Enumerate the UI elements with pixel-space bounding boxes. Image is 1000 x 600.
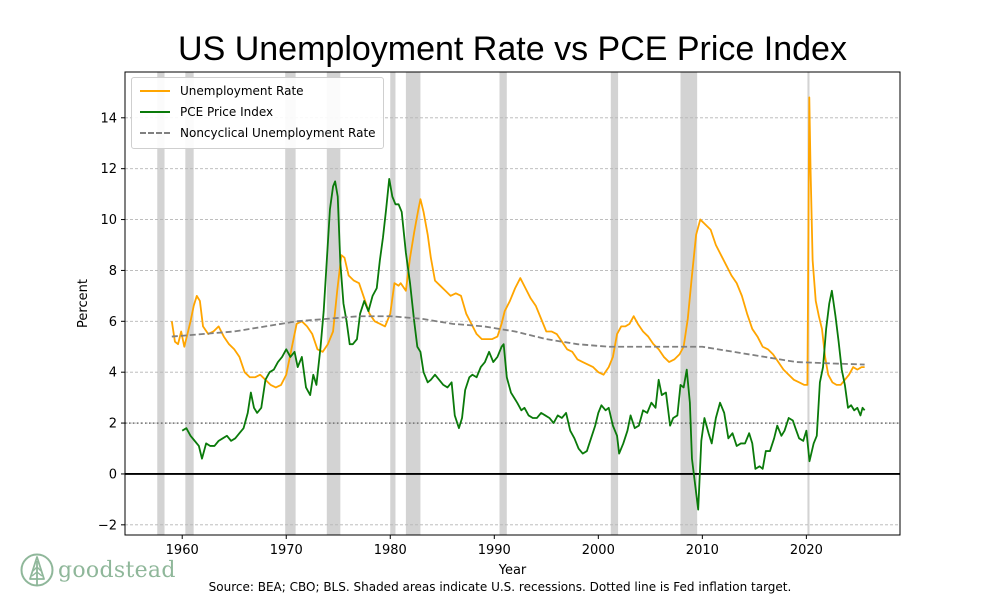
y-tick-label: 12 — [100, 162, 117, 177]
x-tick-label: 2000 — [582, 543, 615, 558]
recession-band — [285, 72, 296, 535]
x-tick-label: 2020 — [790, 543, 823, 558]
y-tick-label: 8 — [109, 264, 117, 279]
x-tick-label: 1980 — [374, 543, 407, 558]
plot-frame — [124, 71, 901, 536]
y-axis-label: Percent — [76, 279, 91, 328]
y-tick-label: 0 — [109, 467, 117, 482]
legend-swatch-noncyclical — [140, 132, 170, 134]
legend-item-noncyclical: Noncyclical Unemployment Rate — [140, 123, 376, 143]
recession-band — [405, 72, 421, 535]
brand-logo: goodstead — [20, 551, 176, 589]
x-tick-label: 1970 — [270, 543, 303, 558]
legend-swatch-unemployment — [140, 90, 170, 92]
chart-title: US Unemployment Rate vs PCE Price Index — [178, 30, 847, 68]
recession-band — [185, 72, 194, 535]
legend-label-noncyclical: Noncyclical Unemployment Rate — [180, 126, 376, 140]
y-tick-label: 6 — [109, 315, 117, 330]
y-tick-label: 2 — [109, 417, 117, 432]
y-tick-label: 4 — [109, 366, 117, 381]
series-line-0 — [170, 96, 865, 389]
recession-band — [390, 72, 396, 535]
source-note: Source: BEA; CBO; BLS. Shaded areas indi… — [208, 580, 792, 594]
y-gridlines — [125, 117, 900, 526]
recession-band — [157, 72, 165, 535]
x-axis-label: Year — [498, 563, 527, 578]
y-tick-label: 14 — [100, 111, 117, 126]
axes: 1960 1970 1980 1990 2000 2010 2020 −2 0 2 4 6 8 10 12 1… — [76, 71, 901, 578]
tree-icon — [20, 553, 54, 587]
legend-label-unemployment: Unemployment Rate — [180, 84, 304, 98]
x-tick-label: 2010 — [686, 543, 719, 558]
series-line-1 — [181, 177, 866, 511]
series-lines — [170, 96, 866, 511]
brand-name: goodstead — [58, 557, 176, 583]
y-tick-label: −2 — [98, 518, 117, 533]
y-tick-label: 10 — [100, 213, 117, 228]
chart-legend: Unemployment Rate PCE Price Index Noncyc… — [131, 77, 384, 149]
x-tick-label: 1990 — [478, 543, 511, 558]
legend-label-pce: PCE Price Index — [180, 105, 274, 119]
x-tick-label: 1960 — [166, 543, 199, 558]
recession-band — [499, 72, 507, 535]
legend-swatch-pce — [140, 111, 170, 113]
recession-band — [610, 72, 619, 535]
legend-item-unemployment: Unemployment Rate — [140, 81, 304, 101]
series-line-2 — [171, 315, 865, 366]
legend-item-pce: PCE Price Index — [140, 102, 273, 122]
